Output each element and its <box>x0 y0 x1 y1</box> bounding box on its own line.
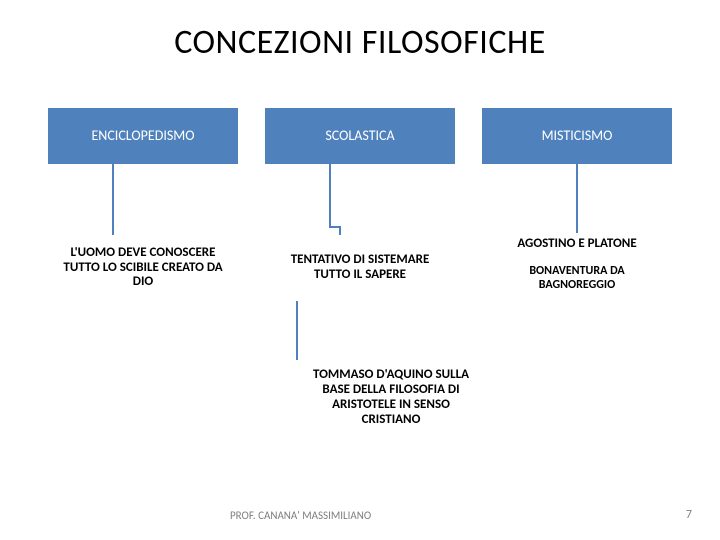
connector <box>329 226 339 228</box>
connector <box>329 164 331 226</box>
footer-text: PROF. CANANA' MASSIMILIANO <box>230 509 371 522</box>
box-tentativo: TENTATIVO DI SISTEMARE TUTTO IL SAPERE <box>265 235 455 301</box>
connector <box>339 226 341 235</box>
slide-title: CONCEZIONI FILOSOFICHE <box>0 22 720 63</box>
box-agostino-label: AGOSTINO E PLATONE <box>517 237 636 252</box>
box-scolastica-label: SCOLASTICA <box>325 128 394 144</box>
box-enciclopedismo: ENCICLOPEDISMO <box>48 108 238 164</box>
slide: CONCEZIONI FILOSOFICHE ENCICLOPEDISMO SC… <box>0 0 720 540</box>
box-enciclopedismo-label: ENCICLOPEDISMO <box>91 128 194 144</box>
box-misticismo-label: MISTICISMO <box>542 128 613 144</box>
box-scolastica: SCOLASTICA <box>265 108 455 164</box>
page-number: 7 <box>686 508 692 522</box>
box-agostino: AGOSTINO E PLATONE <box>482 233 672 255</box>
connector <box>112 164 114 235</box>
box-uomo-deve-label: L'UOMO DEVE CONOSCERE TUTTO LO SCIBILE C… <box>56 246 230 291</box>
box-tommaso: TOMMASO D'AQUINO SULLA BASE DELLA FILOSO… <box>296 360 486 436</box>
connector <box>576 164 578 233</box>
box-misticismo: MISTICISMO <box>482 108 672 164</box>
box-uomo-deve: L'UOMO DEVE CONOSCERE TUTTO LO SCIBILE C… <box>48 235 238 301</box>
box-bonaventura: BONAVENTURA DA BAGNOREGGIO <box>482 257 672 301</box>
box-tommaso-label: TOMMASO D'AQUINO SULLA BASE DELLA FILOSO… <box>304 368 478 428</box>
box-bonaventura-label: BONAVENTURA DA BAGNOREGGIO <box>490 265 664 293</box>
box-tentativo-label: TENTATIVO DI SISTEMARE TUTTO IL SAPERE <box>273 253 447 283</box>
